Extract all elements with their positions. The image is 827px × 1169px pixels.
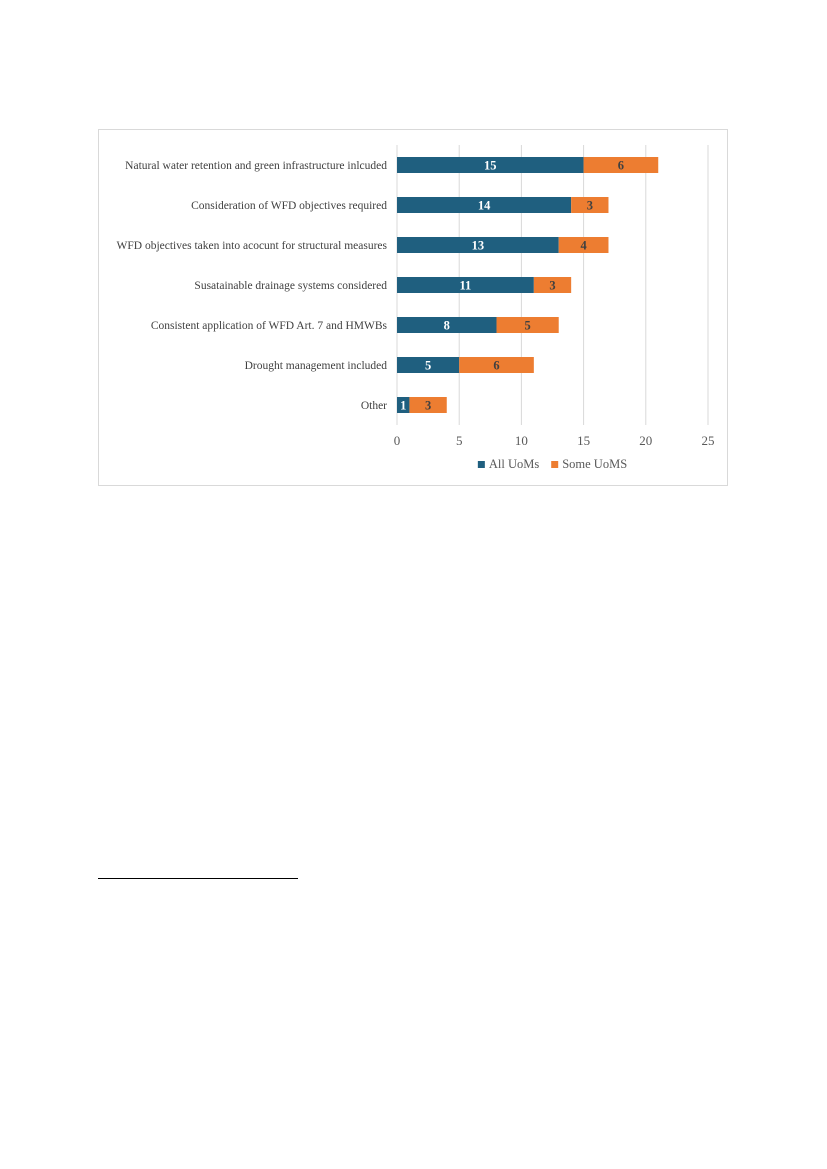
legend-label: Some UoMS [562, 457, 627, 471]
legend-item: All UoMs [477, 457, 539, 471]
legend: All UoMs Some UoMS [477, 457, 627, 471]
data-label: 1 [400, 399, 406, 413]
x-axis-ticks: 0 5 10 15 20 25 [394, 433, 715, 448]
data-label: 5 [425, 359, 431, 373]
bar-segment-all-uoms [397, 357, 460, 373]
data-label: 3 [425, 399, 431, 413]
bar-segment-some-uoms [533, 277, 572, 293]
footnote-separator [98, 878, 298, 879]
x-tick-label: 20 [639, 433, 652, 448]
x-tick-label: 15 [577, 433, 590, 448]
data-label: 13 [472, 239, 485, 253]
legend-swatch [551, 461, 559, 468]
category-label: Consideration of WFD objectives required [191, 200, 387, 212]
data-label: 3 [549, 279, 555, 293]
bar-segment-all-uoms [397, 317, 497, 333]
category-label: Other [361, 400, 387, 412]
bar-segment-some-uoms [571, 197, 609, 213]
x-tick-label: 25 [702, 433, 715, 448]
bar-segment-some-uoms [496, 317, 559, 333]
data-label: 4 [580, 239, 587, 253]
category-labels: Natural water retention and green infras… [117, 160, 388, 412]
bar-segment-some-uoms [558, 237, 609, 253]
category-label: Consistent application of WFD Art. 7 and… [151, 320, 388, 332]
category-label: Drought management included [245, 360, 388, 372]
category-label: WFD objectives taken into acocunt for st… [117, 240, 388, 252]
bar-segment-all-uoms [397, 237, 559, 253]
data-label: 15 [484, 159, 497, 173]
bars: 15 614 313 411 38 55 61 3 [397, 157, 659, 413]
bar-segment-all-uoms [397, 157, 584, 173]
bar-segment-some-uoms [459, 357, 534, 373]
stacked-bar-chart: Natural water retention and green infras… [117, 145, 715, 471]
data-label: 11 [460, 279, 472, 293]
category-label: Natural water retention and green infras… [125, 160, 387, 172]
data-label: 14 [478, 199, 491, 213]
legend-label: All UoMs [489, 457, 539, 471]
data-label: 6 [493, 359, 499, 373]
bar-segment-all-uoms [397, 277, 534, 293]
category-label: Susatainable drainage systems considered [194, 280, 387, 292]
bar-segment-all-uoms [397, 397, 410, 413]
data-label: 3 [587, 199, 593, 213]
data-label: 6 [618, 159, 624, 173]
bar-segment-some-uoms [583, 157, 659, 173]
bar-segment-all-uoms [397, 197, 572, 213]
legend-swatch [477, 461, 485, 468]
x-tick-label: 10 [515, 433, 528, 448]
x-tick-label: 0 [394, 433, 401, 448]
chart-frame: Natural water retention and green infras… [98, 129, 728, 486]
data-label: 8 [444, 319, 450, 333]
data-label: 5 [524, 319, 530, 333]
x-tick-label: 5 [456, 433, 463, 448]
legend-item: Some UoMS [551, 457, 627, 471]
bar-segment-some-uoms [409, 397, 447, 413]
